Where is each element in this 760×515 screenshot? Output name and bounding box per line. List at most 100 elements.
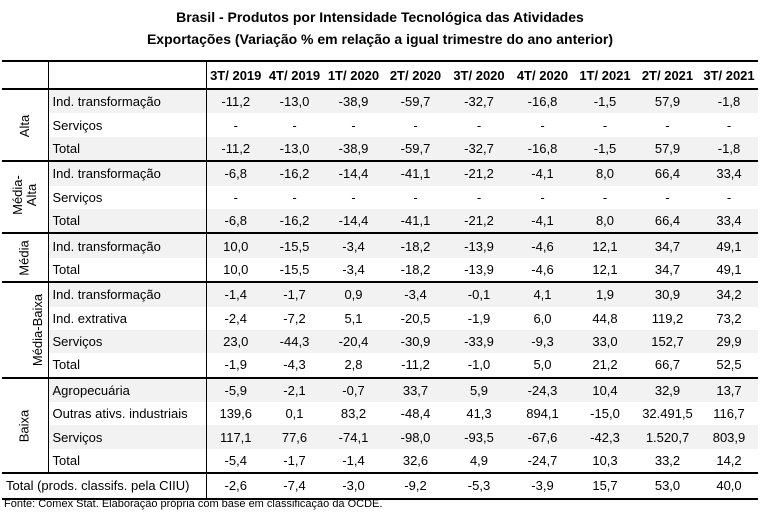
table-cell: 77,6 bbox=[265, 425, 324, 449]
table-cell: -9,3 bbox=[510, 329, 575, 354]
table-cell: 1,9 bbox=[575, 282, 635, 307]
table-cell: -7,2 bbox=[283, 310, 306, 326]
table-cell: -18,2 bbox=[383, 233, 448, 258]
table-cell: -1,8 bbox=[700, 89, 758, 114]
table-cell: 40,0 bbox=[700, 473, 758, 500]
table-title-line-1: Brasil - Produtos por Intensidade Tecnol… bbox=[176, 9, 584, 25]
table-cell: -14,4 bbox=[324, 208, 383, 235]
table-cell: 10,3 bbox=[575, 448, 635, 475]
table-cell: -11,2 bbox=[206, 89, 265, 114]
table-cell: 66,4 bbox=[635, 208, 700, 235]
table-row: Total -6,8 -16,2 -14,4 -41,1 -21,2 -4,1 8,0 66,4… bbox=[2, 208, 758, 235]
column-header: 2T/ 2021 bbox=[635, 60, 700, 90]
table-cell: 33,4 bbox=[700, 161, 758, 186]
column-header: 1T/ 2020 bbox=[324, 60, 383, 90]
table-cell: 32,6 bbox=[383, 448, 448, 475]
table-cell: - bbox=[413, 189, 418, 205]
table-cell: -6,8 bbox=[206, 161, 265, 186]
column-header: 1T/ 2021 bbox=[575, 60, 635, 90]
table-cell: -13,0 bbox=[265, 136, 324, 163]
table-cell: 13,7 bbox=[700, 377, 758, 403]
row-label: Total bbox=[48, 448, 207, 475]
row-label: Agropecuária bbox=[48, 377, 207, 403]
table-cell: 5,0 bbox=[510, 353, 575, 379]
table-cell: 34,7 bbox=[635, 257, 700, 284]
row-label: Outras ativs. industriais bbox=[48, 402, 207, 426]
table-cell: -32,7 bbox=[448, 89, 510, 114]
table-cell: -1,9 bbox=[206, 353, 265, 379]
group-label: Baixa bbox=[2, 377, 49, 475]
table-cell: -48,4 bbox=[400, 406, 431, 422]
table-cell: 49,1 bbox=[700, 233, 758, 258]
table-cell: -16,2 bbox=[265, 161, 324, 186]
table-cell: -6,8 bbox=[206, 208, 265, 235]
table-cell: - bbox=[602, 117, 608, 133]
table-row: Média- Alta Ind. transformação -6,8 -16,2 -14… bbox=[2, 161, 758, 235]
row-label: Total bbox=[48, 136, 207, 163]
table-cell: 33,2 bbox=[635, 448, 700, 475]
table-cell: -32,7 bbox=[448, 136, 510, 163]
table-cell: -11,2 bbox=[383, 353, 448, 379]
table-cell: 57,9 bbox=[635, 136, 700, 163]
table-row: Total -5,4 -1,7 -1,4 32,6 4,9 -24,7 10,3 33,2 14,… bbox=[2, 448, 758, 475]
table-cell: 2,8 bbox=[324, 353, 383, 379]
group-label: Alta bbox=[2, 89, 49, 163]
table-cell: - bbox=[602, 189, 608, 205]
row-label: Ind. transformação bbox=[48, 233, 207, 258]
table-cell: 33,4 bbox=[700, 208, 758, 235]
table-cell: -2,1 bbox=[265, 377, 324, 403]
table-cell: - bbox=[665, 189, 670, 205]
table-cell: -59,7 bbox=[383, 89, 448, 114]
table-cell: -38,9 bbox=[324, 89, 383, 114]
table-cell: 10,0 bbox=[206, 233, 265, 258]
table-cell: - bbox=[476, 189, 482, 205]
table-row: Serviços - - - - - - - - - bbox=[2, 185, 758, 209]
table-row: Total -11,2 -13,0 -38,9 -59,7 -32,7 -16,8 -1,5 5… bbox=[2, 136, 758, 163]
row-label: Total bbox=[48, 208, 207, 235]
table-cell: -1,5 bbox=[575, 89, 635, 114]
table-cell: -16,8 bbox=[510, 89, 575, 114]
table-cell: 8,0 bbox=[575, 161, 635, 186]
table-cell: - bbox=[665, 117, 670, 133]
row-label: Total bbox=[48, 257, 207, 284]
table-cell: 49,1 bbox=[700, 257, 758, 284]
table-cell: -74,1 bbox=[324, 425, 383, 449]
table-cell: -24,3 bbox=[510, 377, 575, 403]
table-cell: - bbox=[292, 117, 297, 133]
table-cell: 34,2 bbox=[700, 282, 758, 307]
table-cell: -21,2 bbox=[448, 208, 510, 235]
table-cell: 66,7 bbox=[635, 353, 700, 379]
table-cell: 119,2 bbox=[651, 310, 684, 326]
table-cell: 32,9 bbox=[635, 377, 700, 403]
table-cell: 12,1 bbox=[575, 257, 635, 284]
table-cell: -1,9 bbox=[467, 310, 491, 326]
table-cell: 894,1 bbox=[526, 406, 559, 422]
table-cell: 33,7 bbox=[383, 377, 448, 403]
table-cell: -3,9 bbox=[510, 473, 575, 500]
table-cell: -3,4 bbox=[324, 257, 383, 284]
table-cell: -44,3 bbox=[265, 329, 324, 354]
table-cell: -15,0 bbox=[590, 406, 620, 422]
row-label: Ind. transformação bbox=[48, 161, 207, 186]
table-cell: 10,0 bbox=[206, 257, 265, 284]
table-cell: 10,4 bbox=[575, 377, 635, 403]
table-cell: - bbox=[726, 117, 732, 133]
grand-total-label: Total (prods. classifs. pela CIIU) bbox=[2, 473, 207, 500]
header-blank-group bbox=[2, 60, 49, 90]
table-cell: 34,7 bbox=[635, 233, 700, 258]
table-cell: 12,1 bbox=[575, 233, 635, 258]
table-cell: 0,9 bbox=[324, 282, 383, 307]
table-row: Outras ativs. industriais 139,6 0,1 83,2 -48… bbox=[2, 402, 758, 426]
column-header: 4T/ 2019 bbox=[265, 60, 324, 90]
grand-total-row: Total (prods. classifs. pela CIIU) -2,6 -7… bbox=[2, 473, 758, 500]
table-cell: -4,1 bbox=[510, 208, 575, 235]
table-cell: -14,4 bbox=[324, 161, 383, 186]
export-variation-table: 3T/ 2019 4T/ 2019 1T/ 2020 2T/ 2020 3T/ 2020… bbox=[2, 60, 758, 500]
table-cell: 152,7 bbox=[635, 329, 700, 354]
table-cell: - bbox=[540, 117, 545, 133]
column-header: 3T/ 2021 bbox=[700, 60, 758, 90]
table-cell: -13,9 bbox=[448, 233, 510, 258]
row-label: Serviços bbox=[48, 329, 207, 354]
column-header: 3T/ 2019 bbox=[206, 60, 265, 90]
table-cell: -16,2 bbox=[265, 208, 324, 235]
